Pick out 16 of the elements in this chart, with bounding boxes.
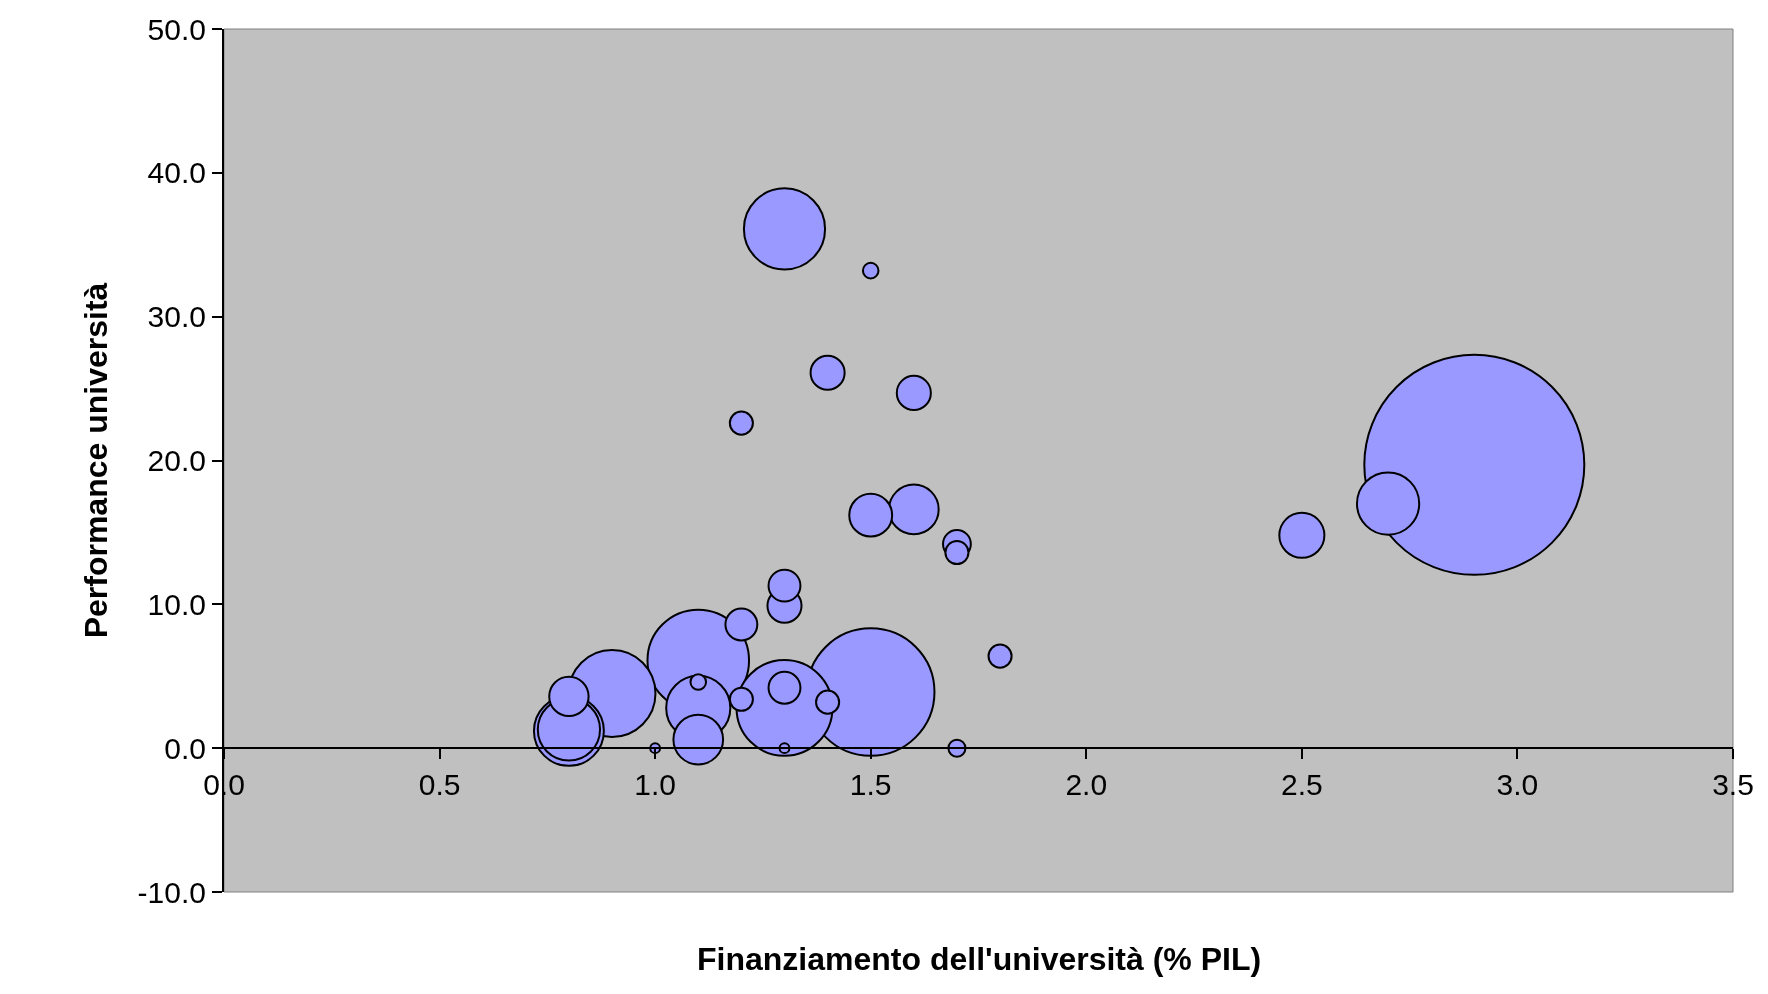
x-tick-label: 2.0 (1065, 768, 1108, 802)
x-tick-label: 0.5 (418, 768, 461, 802)
x-tick-label: 2.5 (1281, 768, 1323, 802)
x-tick-label: 1.0 (634, 768, 676, 802)
y-tick-label: -10.0 (137, 875, 206, 909)
x-tick-label: 3.0 (1496, 768, 1539, 802)
x-tick-label: 3.5 (1712, 768, 1754, 802)
y-tick-label: 10.0 (147, 587, 206, 621)
y-tick-label: 0.0 (164, 731, 206, 765)
x-tick-label: 1.5 (849, 768, 892, 802)
y-axis-title: Performance università (78, 282, 115, 639)
x-axis-title: Finanziamento dell'università (% PIL) (697, 941, 1262, 977)
y-tick-label: 20.0 (147, 444, 206, 477)
y-tick-label: 50.0 (147, 12, 206, 46)
y-tick-label: 40.0 (147, 156, 206, 190)
y-tick-label: 30.0 (147, 300, 206, 334)
